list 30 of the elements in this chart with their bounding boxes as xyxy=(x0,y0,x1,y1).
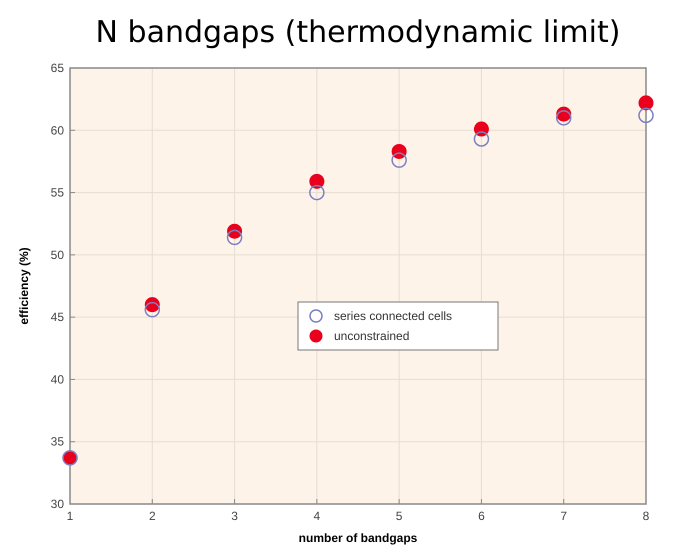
legend-label: unconstrained xyxy=(334,329,410,343)
x-tick-label: 7 xyxy=(560,509,568,523)
point xyxy=(474,131,490,147)
x-tick-label: 6 xyxy=(478,509,486,523)
y-tick-label: 50 xyxy=(50,248,64,262)
y-tick-label: 60 xyxy=(50,123,64,138)
x-tick-label: 8 xyxy=(642,509,650,523)
legend-label: series connected cells xyxy=(334,309,452,323)
y-tick-label: 65 xyxy=(50,61,64,75)
y-tick-label: 35 xyxy=(50,434,64,449)
point xyxy=(556,110,572,126)
y-tick-label: 55 xyxy=(50,186,64,200)
y-tick-label: 40 xyxy=(50,372,64,386)
chart-title: N bandgaps (thermodynamic limit) xyxy=(96,15,620,50)
point xyxy=(638,108,654,124)
y-tick-label: 45 xyxy=(50,310,64,324)
y-tick-label: 30 xyxy=(50,497,64,511)
point xyxy=(226,230,242,246)
x-tick-label: 4 xyxy=(314,509,321,523)
x-tick-label: 3 xyxy=(231,509,238,523)
x-tick-label: 2 xyxy=(148,509,156,523)
point xyxy=(638,95,654,110)
x-tick-label: 1 xyxy=(66,509,74,523)
point xyxy=(309,174,324,189)
x-tick-label: 5 xyxy=(396,509,403,523)
x-axis-title: number of bandgaps xyxy=(298,531,418,545)
point xyxy=(309,184,325,200)
point xyxy=(391,152,407,168)
y-axis-title: efficiency (%) xyxy=(17,247,31,325)
point xyxy=(144,302,160,318)
